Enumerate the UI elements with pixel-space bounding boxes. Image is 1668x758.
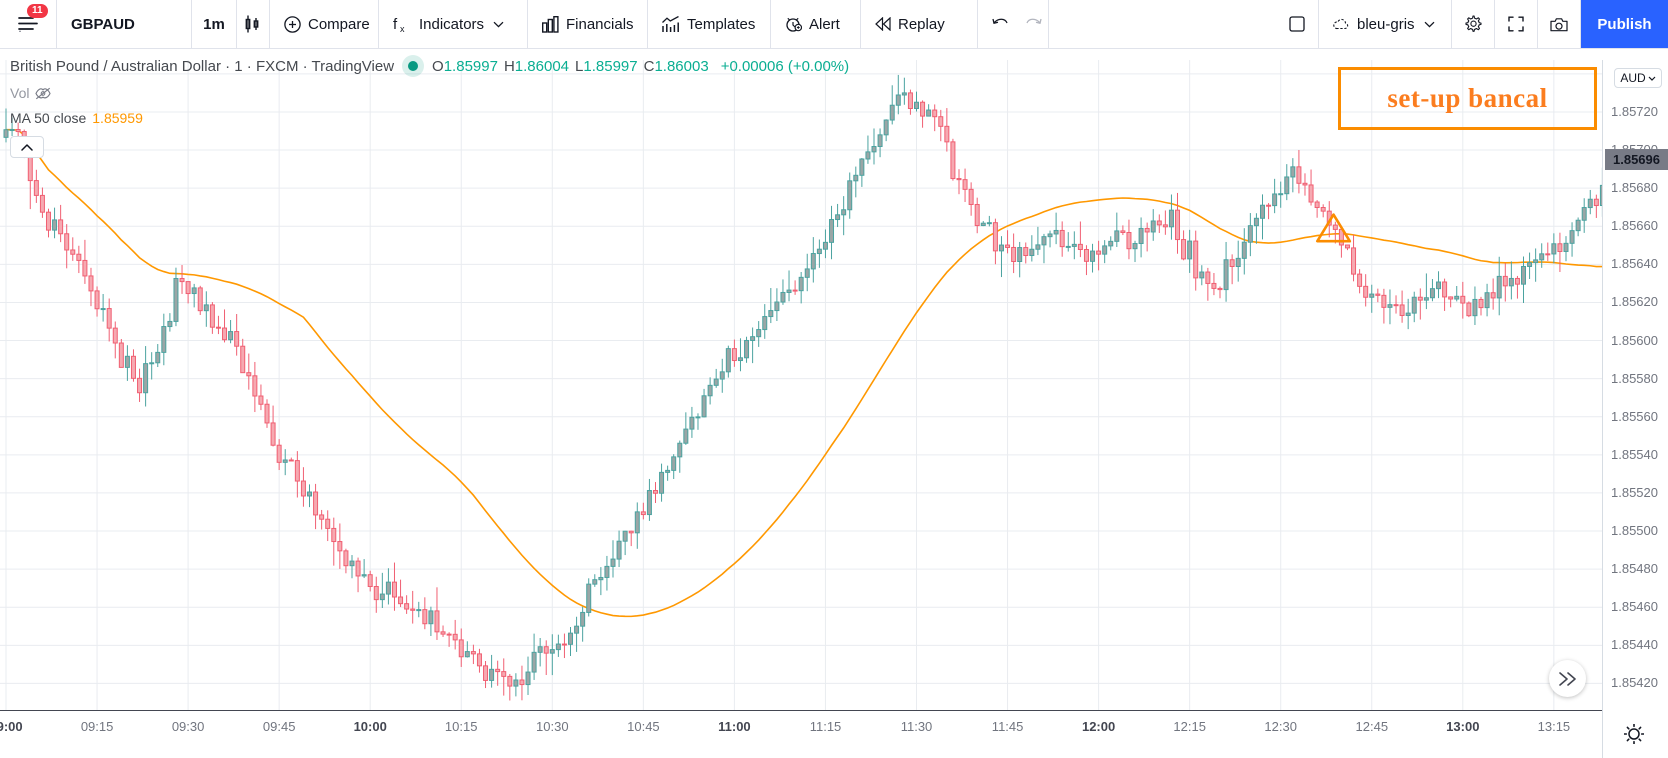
svg-text:x: x xyxy=(400,24,405,33)
svg-text:f: f xyxy=(393,16,398,33)
